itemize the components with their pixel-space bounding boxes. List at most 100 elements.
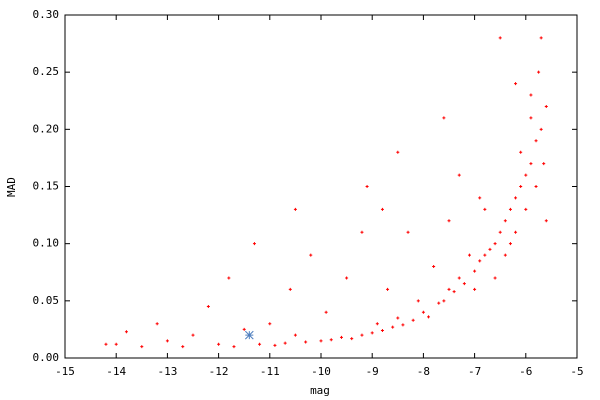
point bbox=[529, 116, 533, 120]
point bbox=[114, 342, 118, 346]
point bbox=[544, 219, 548, 223]
point bbox=[309, 253, 313, 257]
point bbox=[432, 265, 436, 269]
highlight-point bbox=[244, 330, 254, 340]
point bbox=[370, 331, 374, 335]
point bbox=[539, 127, 543, 131]
x-tick-label: -7 bbox=[468, 365, 481, 378]
y-tick-label: 0.10 bbox=[33, 237, 60, 250]
point bbox=[421, 310, 425, 314]
point bbox=[232, 345, 236, 349]
point bbox=[478, 259, 482, 263]
point bbox=[483, 253, 487, 257]
point bbox=[427, 315, 431, 319]
point bbox=[380, 329, 384, 333]
point bbox=[411, 318, 415, 322]
y-axis-label: MAD bbox=[5, 177, 18, 197]
y-tick-label: 0.15 bbox=[33, 180, 60, 193]
x-tick-label: -13 bbox=[157, 365, 177, 378]
x-tick-label: -12 bbox=[209, 365, 229, 378]
point bbox=[498, 230, 502, 234]
point bbox=[227, 276, 231, 280]
point bbox=[537, 70, 541, 74]
y-tick-label: 0.05 bbox=[33, 294, 60, 307]
point bbox=[467, 253, 471, 257]
point bbox=[483, 207, 487, 211]
point bbox=[252, 242, 256, 246]
point bbox=[288, 287, 292, 291]
point bbox=[304, 340, 308, 344]
point bbox=[514, 230, 518, 234]
point bbox=[217, 342, 221, 346]
point bbox=[345, 276, 349, 280]
point bbox=[140, 345, 144, 349]
point bbox=[508, 242, 512, 246]
y-tick-label: 0.00 bbox=[33, 351, 60, 364]
point bbox=[539, 36, 543, 40]
point bbox=[488, 247, 492, 251]
point bbox=[519, 150, 523, 154]
point bbox=[339, 335, 343, 339]
x-tick-label: -10 bbox=[311, 365, 331, 378]
x-tick-label: -5 bbox=[570, 365, 583, 378]
x-tick-label: -15 bbox=[55, 365, 75, 378]
y-tick-label: 0.30 bbox=[33, 8, 60, 21]
point bbox=[181, 345, 185, 349]
point bbox=[437, 301, 441, 305]
point bbox=[524, 207, 528, 211]
point bbox=[457, 173, 461, 177]
point bbox=[396, 150, 400, 154]
point bbox=[268, 322, 272, 326]
point bbox=[360, 230, 364, 234]
point bbox=[534, 185, 538, 188]
y-tick-label: 0.25 bbox=[33, 65, 60, 78]
y-tick-label: 0.20 bbox=[33, 122, 60, 135]
point bbox=[104, 342, 108, 346]
point bbox=[514, 82, 518, 86]
point bbox=[524, 173, 528, 177]
point bbox=[519, 185, 523, 188]
point bbox=[457, 276, 461, 280]
point bbox=[447, 287, 451, 291]
point bbox=[258, 342, 262, 346]
point bbox=[165, 339, 169, 343]
point bbox=[493, 242, 497, 246]
x-tick-label: -14 bbox=[106, 365, 126, 378]
point bbox=[503, 253, 507, 257]
point bbox=[206, 305, 210, 309]
point bbox=[447, 219, 451, 223]
point bbox=[508, 207, 512, 211]
point bbox=[273, 343, 277, 347]
point bbox=[462, 282, 466, 286]
point bbox=[396, 316, 400, 320]
point bbox=[473, 269, 477, 273]
point bbox=[391, 325, 395, 329]
point bbox=[493, 276, 497, 280]
point bbox=[324, 310, 328, 314]
point bbox=[534, 139, 538, 143]
point bbox=[191, 333, 195, 337]
x-tick-label: -9 bbox=[366, 365, 379, 378]
point bbox=[401, 323, 405, 327]
point bbox=[452, 290, 456, 294]
point bbox=[542, 162, 546, 166]
point bbox=[442, 299, 446, 303]
point bbox=[365, 185, 369, 188]
point bbox=[380, 207, 384, 211]
point bbox=[386, 287, 390, 291]
x-tick-label: -6 bbox=[519, 365, 532, 378]
x-tick-label: -8 bbox=[417, 365, 430, 378]
point bbox=[155, 322, 159, 326]
point bbox=[242, 327, 246, 331]
point bbox=[529, 93, 533, 97]
point bbox=[473, 287, 477, 291]
point bbox=[416, 299, 420, 303]
point bbox=[529, 162, 533, 166]
point bbox=[283, 341, 287, 345]
point bbox=[350, 337, 354, 341]
point bbox=[319, 339, 323, 343]
x-axis-label: mag bbox=[310, 384, 330, 397]
point bbox=[293, 333, 297, 337]
point bbox=[406, 230, 410, 234]
